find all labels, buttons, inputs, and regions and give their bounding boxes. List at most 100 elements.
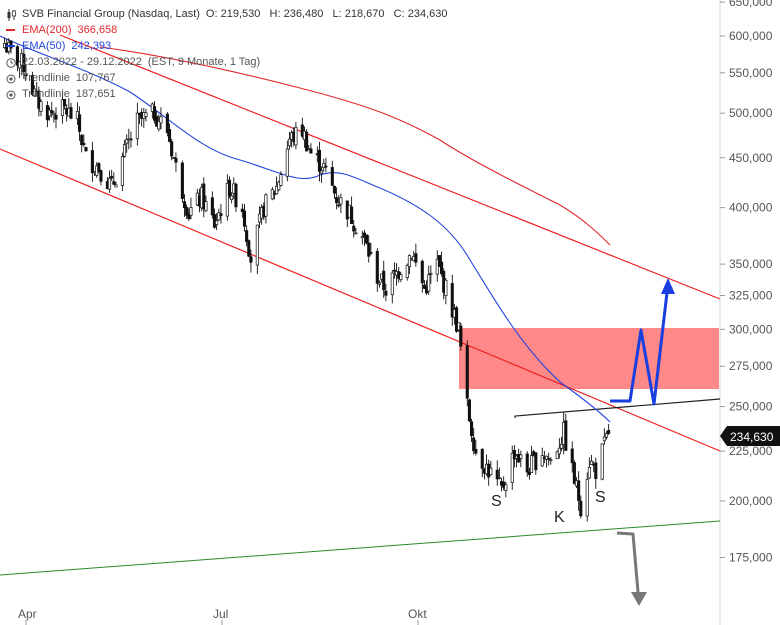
price-candle [30, 71, 34, 97]
price-candle [225, 174, 229, 221]
price-candle [470, 418, 474, 442]
last-price-tag: 234,630 [720, 426, 780, 446]
price-candle [80, 133, 84, 153]
price-candle [570, 441, 574, 473]
trendline1-name: Trendlinie [22, 72, 70, 84]
trendline-icon [6, 73, 16, 84]
price-candle [135, 102, 139, 146]
price-candle [474, 440, 478, 456]
price-candle [255, 224, 259, 275]
price-candles [3, 37, 611, 522]
price-candle [144, 108, 148, 122]
price-candle [217, 208, 221, 221]
price-candle [159, 107, 163, 130]
price-candle [604, 431, 609, 440]
ema50-value: 242,393 [71, 40, 112, 52]
price-candle [165, 112, 169, 137]
price-candle [444, 278, 448, 305]
legend-trendline1-row: Trendlinie 107,767 [6, 70, 448, 86]
instrument-name: SVB Financial Group (Nasdaq, Last) [22, 8, 200, 20]
price-candle [54, 107, 58, 129]
price-candle [287, 131, 292, 150]
price-candle [602, 428, 606, 445]
price-candle [24, 64, 28, 81]
price-candle [367, 235, 371, 263]
y-tick-label: 300,000 [729, 322, 773, 336]
y-tick-label: 200,000 [729, 494, 773, 508]
price-candle [152, 100, 157, 124]
price-candle [489, 460, 493, 476]
price-candle [354, 227, 358, 235]
legend-range-row: 22.03.2022 - 29.12.2022 (EST, 9 Monate, … [6, 54, 448, 70]
y-tick-label: 350,000 [729, 257, 773, 271]
price-candle [377, 280, 381, 288]
price-candle [112, 172, 116, 186]
price-candle [504, 481, 508, 498]
price-candle [22, 48, 26, 80]
price-candle [294, 122, 298, 150]
price-candle [204, 195, 208, 213]
price-candle [382, 260, 386, 298]
price-candle [527, 467, 531, 480]
projection-arrowhead [661, 278, 675, 294]
price-candle [63, 98, 67, 110]
price-candle [589, 454, 594, 465]
trendline2-value: 187,651 [75, 88, 116, 100]
price-candle [405, 263, 409, 281]
price-candle [547, 452, 551, 466]
price-candle [607, 423, 611, 435]
price-candle [174, 152, 178, 172]
price-candle [234, 182, 238, 213]
price-candle [384, 283, 388, 302]
price-candle [82, 134, 86, 148]
price-candle [322, 158, 326, 172]
price-candle [564, 413, 568, 452]
trendline1-value: 107,767 [75, 72, 116, 84]
price-candle [579, 495, 583, 519]
price-candle [549, 457, 553, 465]
price-candle [365, 234, 369, 245]
price-candle [544, 455, 549, 468]
x-tick-label: Apr [18, 607, 37, 621]
trendline-icon [6, 89, 16, 100]
price-candle [360, 230, 364, 245]
last-price-value: 234,630 [730, 430, 774, 444]
y-tick-label: 500,000 [729, 106, 773, 120]
price-candle [399, 272, 403, 283]
price-candle [60, 90, 64, 124]
price-candle [587, 457, 591, 480]
price-candle [37, 86, 41, 117]
y-tick-label: 650,000 [729, 0, 773, 9]
price-candle [167, 123, 172, 143]
price-candle [78, 106, 82, 141]
price-candle [375, 248, 379, 292]
price-candle [480, 448, 484, 478]
price-candle [324, 157, 328, 173]
price-candle [495, 460, 499, 486]
price-candle [242, 204, 247, 232]
price-candle [497, 467, 501, 480]
price-candle [180, 160, 184, 203]
x-tick-label: Jul [213, 607, 228, 621]
price-candle [352, 220, 356, 238]
price-candle [459, 322, 463, 351]
ema200-line [99, 46, 611, 246]
price-candle [540, 447, 544, 468]
price-candle [202, 177, 206, 218]
price-candle [240, 203, 244, 218]
price-candle [39, 99, 43, 117]
price-candle [264, 193, 268, 224]
resistance-zone [459, 328, 719, 389]
price-candle [182, 194, 187, 217]
breakdown-arrowhead [631, 592, 647, 606]
price-candle [422, 279, 426, 290]
price-candle [467, 398, 471, 423]
price-candle [210, 191, 214, 219]
price-candle [519, 450, 523, 468]
y-tick-label: 550,000 [729, 66, 773, 80]
date-range-note: (EST, 9 Monate, 1 Tag) [147, 56, 261, 68]
legend-ema200-row: EMA(200) 366,658 [6, 22, 448, 38]
y-tick-label: 600,000 [729, 29, 773, 43]
price-candle [427, 265, 431, 295]
shoulder-right-label: S [595, 489, 606, 506]
